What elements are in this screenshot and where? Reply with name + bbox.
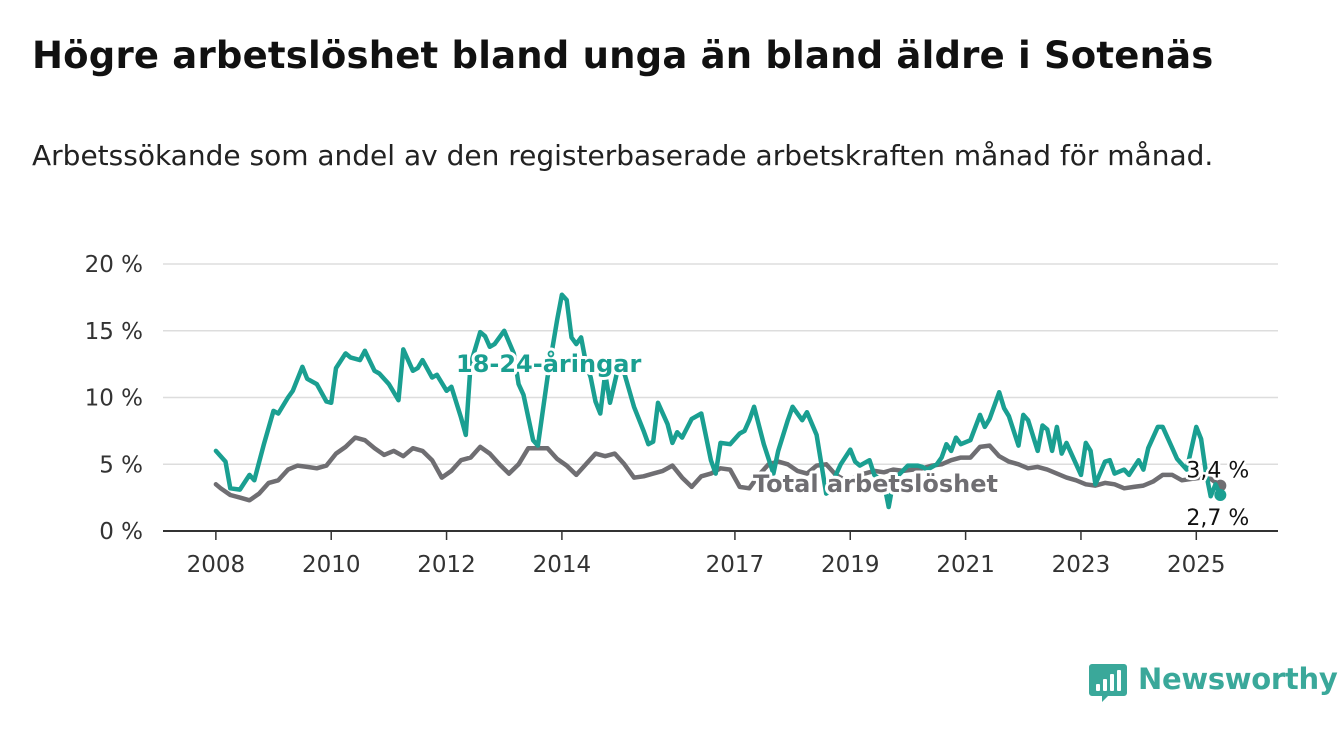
brand-name: Newsworthy [1138,662,1338,696]
chart-title: Högre arbetslöshet bland unga än bland ä… [32,34,1214,77]
line-chart: 0 % 5 % 10 % 15 % 20 % 2008 2010 2012 2014 2017 20… [85,252,1278,578]
x-tick-label: 2025 [1167,552,1226,578]
x-tick-label: 2019 [821,552,880,578]
y-tick-label: 0 % [99,519,143,545]
y-tick-label: 20 % [85,252,143,278]
series-labels: 18-24-åringar Total arbetslöshet 3,4 % 2,7 … [453,346,1252,533]
axes: 0 % 5 % 10 % 15 % 20 % 2008 2010 2012 2014 2017 20… [85,252,1278,578]
x-tick-label: 2017 [706,552,765,578]
series-line-youth [213,292,1223,510]
series-label-total: Total arbetslöshet [753,470,998,498]
chart-subtitle: Arbetssökande som andel av den registerb… [32,139,1214,172]
end-label-total: 3,4 % [1186,459,1249,484]
x-tick-label: 2021 [936,552,995,578]
series-line-youth-end-marker [1214,488,1227,501]
gridlines [163,263,1278,465]
newsworthy-logo-icon [1089,664,1127,702]
y-tick-label: 10 % [85,386,143,412]
series-lines [213,292,1227,510]
y-tick-label: 15 % [85,319,143,345]
y-tick-label: 5 % [99,452,143,478]
x-tick-label: 2010 [302,552,361,578]
x-tick-label: 2008 [187,552,246,578]
x-tick-label: 2014 [533,552,592,578]
x-tick-label: 2023 [1052,552,1111,578]
end-label-youth: 2,7 % [1186,506,1249,531]
series-label-youth: 18-24-åringar [456,349,641,378]
x-tick-label: 2012 [417,552,476,578]
